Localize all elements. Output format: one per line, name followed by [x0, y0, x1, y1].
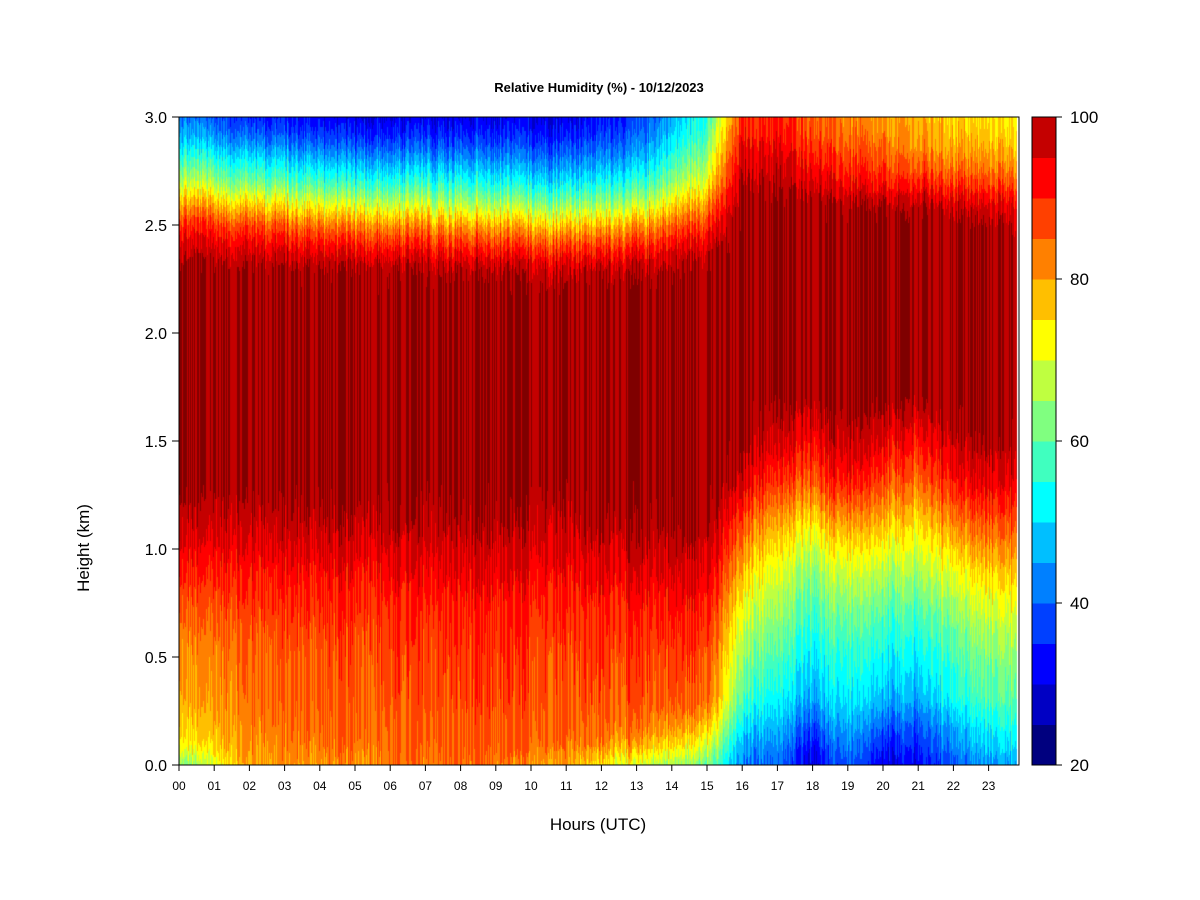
x-tick-label: 11	[560, 779, 573, 793]
y-tick-label: 2.5	[145, 218, 167, 235]
y-tick-label: 0.5	[145, 650, 167, 667]
x-tick-label: 03	[278, 779, 292, 793]
chart-title: Relative Humidity (%) - 10/12/2023	[494, 80, 704, 95]
x-axis-label: Hours (UTC)	[550, 815, 646, 834]
y-tick-label: 3.0	[145, 110, 167, 127]
x-tick-label: 02	[243, 779, 257, 793]
colorbar: 20 40 60 80 100	[1031, 108, 1098, 775]
x-tick-label: 04	[313, 779, 327, 793]
x-tick-label: 22	[947, 779, 961, 793]
colorbar-bin	[1032, 724, 1056, 766]
y-tick-label: 0.0	[145, 758, 167, 775]
x-tick-label: 08	[454, 779, 468, 793]
x-axis: 00 01 02 03 04 05 06 07 08 09 10 11 12 13 14 15 16 17 18 19…	[172, 765, 996, 793]
x-tick-label: 01	[208, 779, 222, 793]
colorbar-tick-label: 40	[1070, 594, 1089, 613]
x-tick-label: 23	[982, 779, 996, 793]
x-tick-label: 00	[172, 779, 186, 793]
x-tick-label: 09	[489, 779, 503, 793]
colorbar-bin	[1032, 684, 1056, 725]
colorbar-bin	[1032, 441, 1056, 482]
colorbar-tick-label: 60	[1070, 432, 1089, 451]
x-tick-label: 06	[384, 779, 398, 793]
x-tick-label: 13	[630, 779, 644, 793]
colorbar-bin	[1032, 400, 1056, 442]
y-tick-label: 1.0	[145, 542, 167, 559]
x-tick-label: 19	[841, 779, 855, 793]
colorbar-bin	[1032, 481, 1056, 523]
colorbar-bin	[1032, 319, 1056, 361]
x-tick-label: 20	[876, 779, 890, 793]
colorbar-bin	[1032, 360, 1056, 401]
x-tick-label: 14	[665, 779, 679, 793]
y-axis-label: Height (km)	[74, 504, 93, 592]
y-axis: 0.0 0.5 1.0 1.5 2.0 2.5 3.0	[145, 110, 179, 775]
x-tick-label: 07	[419, 779, 433, 793]
colorbar-tick-label: 80	[1070, 270, 1089, 289]
colorbar-tick-label: 20	[1070, 756, 1089, 775]
colorbar-bin	[1032, 157, 1056, 199]
x-tick-label: 10	[524, 779, 538, 793]
colorbar-bin	[1032, 198, 1056, 239]
y-tick-label: 1.5	[145, 434, 167, 451]
x-tick-label: 18	[806, 779, 820, 793]
colorbar-bin	[1032, 643, 1056, 685]
colorbar-bin	[1032, 279, 1056, 320]
x-tick-label: 21	[912, 779, 926, 793]
colorbar-bin	[1032, 238, 1056, 280]
colorbar-bin	[1032, 522, 1056, 563]
colorbar-bin	[1032, 562, 1056, 604]
y-tick-label: 2.0	[145, 326, 167, 343]
x-tick-label: 17	[771, 779, 785, 793]
heatmap-plot	[179, 117, 1019, 765]
colorbar-bin	[1032, 603, 1056, 644]
x-tick-label: 05	[348, 779, 362, 793]
x-tick-label: 12	[595, 779, 609, 793]
x-tick-label: 16	[736, 779, 750, 793]
colorbar-tick-label: 100	[1070, 108, 1098, 127]
colorbar-bin	[1032, 117, 1056, 158]
x-tick-label: 15	[700, 779, 714, 793]
